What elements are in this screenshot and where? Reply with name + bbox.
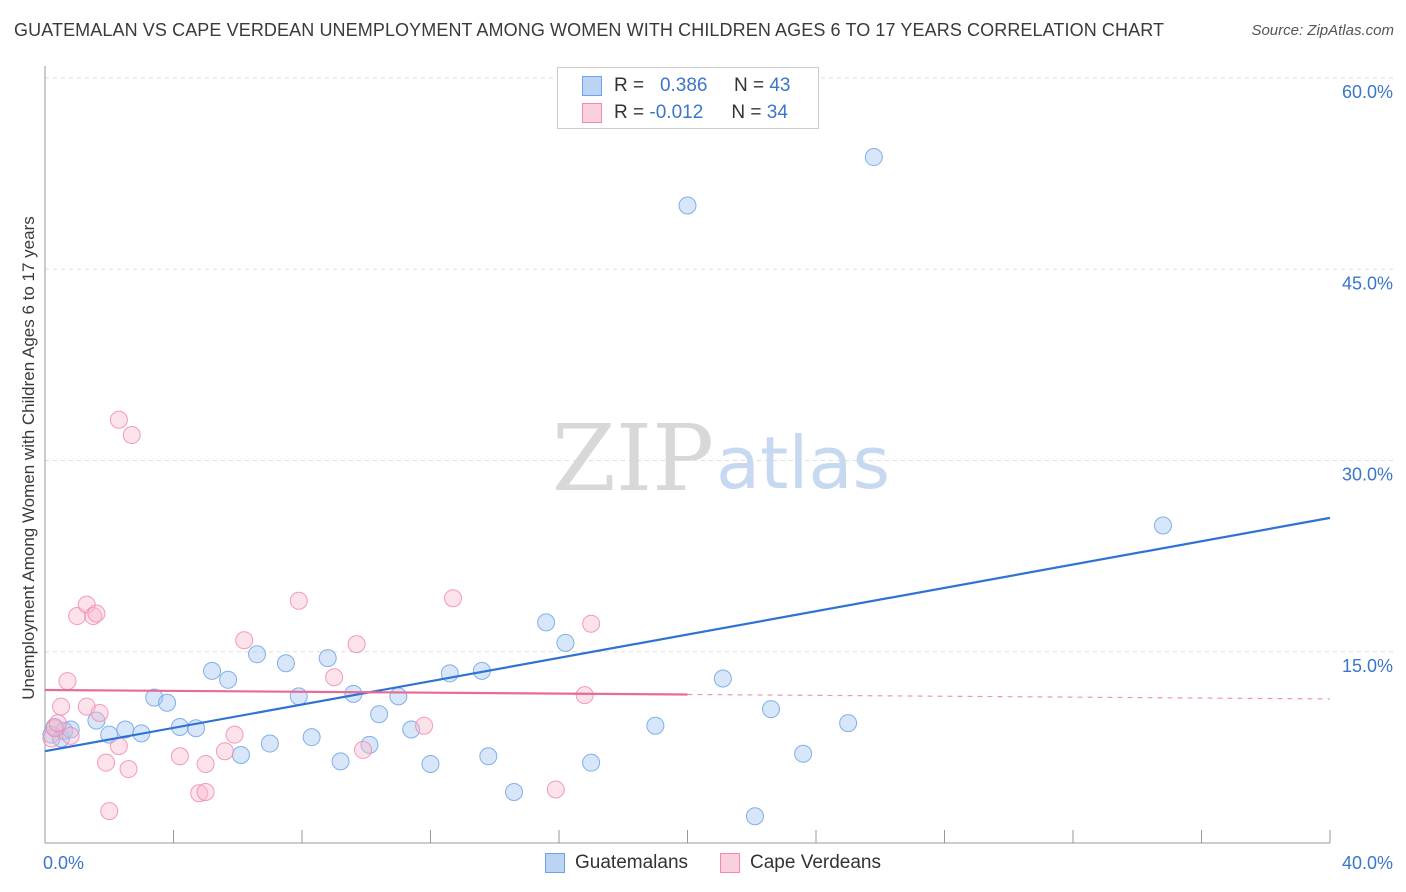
point-guatemalans	[678, 196, 697, 215]
y-tick-label: 15.0%	[1342, 656, 1393, 676]
point-guatemalans	[302, 728, 321, 747]
legend-swatch-guatemalans	[582, 76, 602, 96]
point-cape-verdeans	[119, 760, 138, 779]
point-cape-verdeans	[109, 737, 128, 756]
point-guatemalans	[331, 752, 350, 771]
bottom-legend-swatch-guatemalans	[545, 853, 565, 873]
legend-n-value: 34	[766, 102, 788, 123]
point-cape-verdeans	[225, 725, 244, 744]
trend-line-cape-verdeans-dashed	[687, 693, 1331, 700]
legend-swatch-cape-verdeans	[582, 103, 602, 123]
point-guatemalans	[1153, 516, 1172, 535]
point-cape-verdeans	[122, 426, 141, 444]
chart-title: GUATEMALAN VS CAPE VERDEAN UNEMPLOYMENT …	[14, 20, 1165, 40]
point-cape-verdeans	[100, 802, 119, 821]
point-cape-verdeans	[87, 604, 106, 623]
point-guatemalans	[505, 783, 524, 801]
point-cape-verdeans	[235, 631, 254, 650]
point-guatemalans	[713, 669, 732, 688]
point-cape-verdeans	[575, 686, 594, 705]
point-guatemalans	[289, 687, 308, 706]
trend-line-guatemalans	[44, 516, 1331, 753]
point-guatemalans	[839, 714, 858, 733]
point-cape-verdeans	[196, 783, 215, 801]
bottom-legend-swatch-cape-verdeans	[720, 853, 741, 873]
point-guatemalans	[203, 661, 222, 680]
point-guatemalans	[646, 716, 665, 735]
point-cape-verdeans	[289, 591, 308, 610]
y-tick-label: 60.0%	[1342, 82, 1393, 102]
legend-r-value: -0.012	[649, 102, 704, 123]
trend-line-cape-verdeans	[44, 688, 688, 696]
point-guatemalans	[370, 705, 389, 724]
x-tick-label: 0.0%	[43, 853, 84, 873]
point-cape-verdeans	[415, 716, 434, 735]
point-cape-verdeans	[109, 410, 128, 429]
point-guatemalans	[318, 649, 337, 668]
point-guatemalans	[745, 807, 764, 826]
legend-r-label: R =	[614, 75, 645, 96]
watermark: ZIP atlas	[552, 405, 890, 512]
tick-labels: 15.0% 30.0% 45.0% 60.0% 0.0% 40.0%	[43, 82, 1393, 873]
point-guatemalans	[556, 633, 575, 652]
point-guatemalans	[537, 613, 556, 632]
source-label: Source: ZipAtlas.com	[1251, 22, 1394, 39]
legend: R = 0.386 N = 43 R = -0.012 N = 34	[557, 67, 819, 129]
point-guatemalans	[762, 700, 781, 719]
point-cape-verdeans	[90, 703, 109, 722]
point-cape-verdeans	[61, 726, 80, 745]
point-cape-verdeans	[325, 668, 344, 687]
data-points	[42, 148, 1172, 826]
point-cape-verdeans	[42, 729, 61, 748]
y-tick-label: 45.0%	[1342, 273, 1393, 293]
watermark-atlas: atlas	[716, 421, 890, 505]
legend-r-label: R =	[614, 102, 645, 123]
point-guatemalans	[276, 654, 295, 673]
point-cape-verdeans	[546, 780, 565, 799]
bottom-legend-label-cape-verdeans: Cape Verdeans	[750, 852, 882, 873]
point-cape-verdeans	[58, 672, 77, 691]
point-guatemalans	[794, 744, 813, 763]
point-cape-verdeans	[68, 607, 87, 626]
point-cape-verdeans	[443, 589, 462, 608]
legend-row-guatemalans: R = 0.386 N = 43	[582, 74, 790, 98]
point-guatemalans	[864, 148, 883, 167]
point-cape-verdeans	[97, 753, 116, 772]
bottom-legend-label-guatemalans: Guatemalans	[575, 852, 689, 873]
point-cape-verdeans	[45, 719, 64, 738]
axes	[44, 66, 1331, 844]
legend-n-label: N =	[733, 75, 765, 96]
point-cape-verdeans	[582, 614, 601, 633]
watermark-zip: ZIP	[552, 405, 714, 512]
point-cape-verdeans	[84, 607, 103, 626]
point-cape-verdeans	[190, 784, 209, 803]
trend-lines	[44, 516, 1331, 753]
point-cape-verdeans	[347, 635, 366, 654]
point-guatemalans	[389, 687, 408, 706]
point-guatemalans	[158, 693, 177, 712]
point-cape-verdeans	[354, 740, 373, 759]
point-cape-verdeans	[196, 754, 215, 773]
x-tick-label: 40.0%	[1342, 853, 1393, 873]
point-guatemalans	[421, 754, 440, 773]
point-guatemalans	[219, 670, 238, 689]
legend-row-cape-verdeans: R = -0.012 N = 34	[582, 101, 788, 125]
point-guatemalans	[260, 734, 279, 753]
point-guatemalans	[582, 753, 601, 772]
point-guatemalans	[231, 746, 250, 765]
point-cape-verdeans	[52, 697, 71, 716]
y-tick-label: 30.0%	[1342, 465, 1393, 485]
point-guatemalans	[479, 747, 498, 766]
point-guatemalans	[248, 645, 267, 664]
gridlines	[45, 77, 1395, 653]
point-cape-verdeans	[170, 747, 189, 766]
bottom-legend: Guatemalans Cape Verdeans	[545, 852, 881, 874]
legend-n-value: 43	[769, 75, 791, 96]
legend-r-value: 0.386	[659, 75, 708, 96]
point-cape-verdeans	[215, 742, 234, 761]
legend-n-label: N =	[731, 102, 762, 123]
point-cape-verdeans	[48, 714, 67, 733]
